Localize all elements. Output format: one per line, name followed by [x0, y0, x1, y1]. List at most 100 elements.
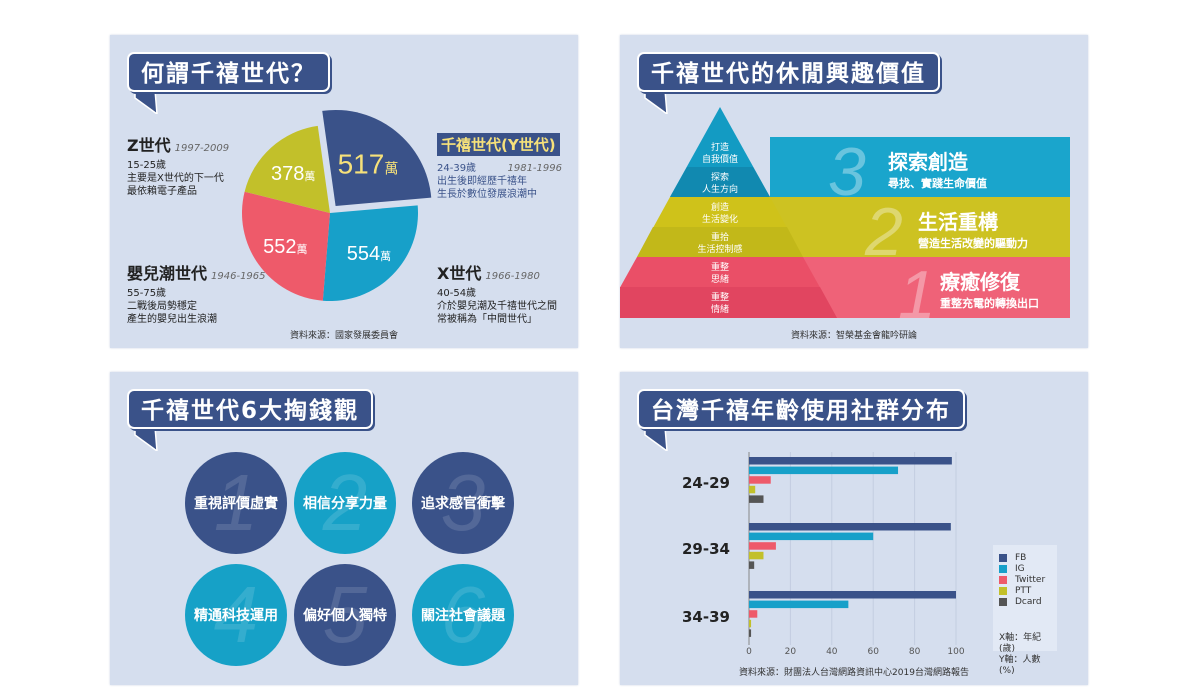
gen-boomer-block: 嬰兒潮世代 1946-1965 55-75歲 二戰後局勢穩定 產生的嬰兒出生浪潮 [127, 260, 266, 326]
level-1-text: 療癒修復 重整充電的轉換出口 [940, 266, 1039, 311]
panel-title: 千禧世代6大掏錢觀 [127, 389, 374, 429]
bar-ptt [749, 619, 752, 628]
value-circle-3: 3 追求感官衝擊 [412, 452, 514, 554]
big-number-1: 1 [898, 257, 936, 333]
gen-desc: 最依賴電子產品 [127, 186, 197, 197]
gen-desc: 出生後即經歷千禧年 [437, 176, 527, 187]
bar-chart: 24-29 29-34 34-39 0 20 40 60 80 100 [682, 452, 965, 657]
pyramid-item-label: 探索 人生方向 [701, 173, 738, 195]
value-circle-4: 4 精通科技運用 [185, 564, 287, 666]
bar-ptt [749, 551, 764, 560]
x-tick-label: 20 [785, 647, 797, 657]
legend-item: FB [999, 552, 1051, 563]
pie-slice [244, 125, 330, 213]
legend-item: Twitter [999, 574, 1051, 585]
pie-label: 378萬 [271, 163, 315, 185]
x-tick-label: 100 [947, 647, 964, 657]
pyramid-tier-1b [620, 287, 837, 318]
bar-ig [749, 532, 874, 541]
gen-desc: 介於嬰兒潮及千禧世代之間 [437, 301, 557, 312]
pie-slice [322, 205, 418, 301]
pyramid-item-label: 打造 自我價值 [701, 143, 738, 165]
bar-dcard [749, 629, 752, 637]
legend-label: PTT [1015, 585, 1032, 596]
x-tick-label: 0 [746, 647, 752, 657]
circle-label: 重視評價虛實 [194, 496, 278, 512]
pyramid-diagram: 3 2 1 [620, 107, 1070, 333]
axis-note-y: Y軸：人數(%) [999, 655, 1041, 676]
gen-desc: 產生的嬰兒出生浪潮 [127, 314, 217, 325]
category-label: 24-29 [682, 474, 730, 492]
gen-years: 1981-1996 [507, 163, 562, 174]
bar-ig [749, 466, 899, 475]
legend-label: Twitter [1015, 574, 1046, 585]
level-title: 探索創造 [888, 150, 968, 174]
x-tick-label: 80 [909, 647, 921, 657]
value-circle-1: 1 重視評價虛實 [185, 452, 287, 554]
pyramid-item-label: 創造 生活變化 [701, 203, 738, 225]
gen-z-block: Z世代 1997-2009 15-25歲 主要是X世代的下一代 最依賴電子產品 [127, 132, 229, 198]
bubble-tail [134, 90, 158, 114]
pyramid-item-label: 重整 情緒 [710, 293, 729, 315]
bubble-tail [134, 427, 158, 451]
bar-ig [749, 600, 849, 609]
bar-fb [749, 457, 952, 465]
circle-number: 1 [213, 458, 259, 547]
bar-fb [749, 591, 956, 599]
circle-number: 4 [213, 570, 259, 659]
circle-label: 相信分享力量 [303, 496, 387, 512]
chart-legend: FB IG Twitter PTT Dcard X軸：年紀(歲) Y軸：人數(%) [993, 545, 1057, 676]
legend-label: Dcard [1015, 596, 1042, 607]
pie-label: 552萬 [263, 236, 307, 258]
level-subtitle: 營造生活改變的驅動力 [918, 237, 1028, 250]
legend-swatch [999, 586, 1007, 595]
gen-desc: 生長於數位發展浪潮中 [437, 189, 537, 200]
pie-unit: 萬 [384, 160, 398, 176]
gen-name-highlight: 千禧世代(Y世代) [437, 133, 560, 156]
source-note: 資料來源：智榮基金會龍吟研論 [790, 331, 917, 341]
pie-unit: 萬 [304, 170, 315, 183]
legend-label: FB [1015, 552, 1027, 563]
legend-swatch [999, 553, 1007, 562]
panel-social-usage: 台灣千禧年齡使用社群分布 24-29 29-34 34-39 0 20 40 60 80 100… [620, 372, 1088, 685]
gen-name: Z世代 [127, 136, 171, 155]
level-3-text: 探索創造 尋找、實踐生命價值 [888, 146, 987, 191]
pie-slice [242, 191, 330, 301]
circle-number: 3 [440, 458, 486, 547]
bar-twitter [749, 542, 776, 550]
panel-title: 台灣千禧年齡使用社群分布 [637, 389, 965, 429]
x-tick-label: 60 [867, 647, 879, 657]
legend-swatch [999, 564, 1007, 573]
pyramid-item-label: 重拾 生活控制感 [697, 233, 743, 255]
pie-slice [322, 109, 432, 206]
gen-age: 15-25歲 [127, 160, 167, 171]
bar-fb [749, 523, 951, 531]
circle-number: 6 [440, 570, 486, 659]
circle-number: 2 [322, 458, 368, 547]
big-number-3: 3 [828, 134, 866, 210]
level-2-text: 生活重構 營造生活改變的驅動力 [918, 206, 1028, 251]
band-level-3 [770, 137, 1070, 197]
pyramid-tier-2b [637, 227, 803, 257]
bubble-tail [644, 90, 668, 114]
gen-desc: 主要是X世代的下一代 [127, 173, 224, 184]
circle-label: 關注社會議題 [421, 608, 505, 624]
gen-name: X世代 [437, 264, 482, 283]
gen-y-block: 千禧世代(Y世代) 24-39歲 1981-1996 出生後即經歷千禧年 生長於數… [437, 133, 562, 201]
panel-leisure-values: 千禧世代的休閒興趣價值 3 2 1 探索創造 尋找、實踐生命價值 生活重構 營造… [620, 35, 1088, 348]
gen-x-block: X世代 1966-1980 40-54歲 介於嬰兒潮及千禧世代之間 常被稱為「中間… [437, 260, 557, 326]
circle-label: 精通科技運用 [194, 608, 278, 624]
panel-title: 千禧世代的休閒興趣價值 [637, 52, 940, 92]
circle-number: 5 [322, 570, 368, 659]
big-number-2: 2 [864, 194, 903, 270]
x-tick-label: 40 [826, 647, 838, 657]
circle-label: 偏好個人獨特 [303, 608, 387, 624]
legend-swatch [999, 575, 1007, 584]
category-label: 34-39 [682, 608, 730, 626]
value-circle-2: 2 相信分享力量 [294, 452, 396, 554]
legend-item: Dcard [999, 596, 1051, 607]
level-subtitle: 尋找、實踐生命價值 [888, 177, 987, 190]
legend-label: IG [1015, 563, 1025, 574]
gen-years: 1946-1965 [211, 271, 266, 282]
